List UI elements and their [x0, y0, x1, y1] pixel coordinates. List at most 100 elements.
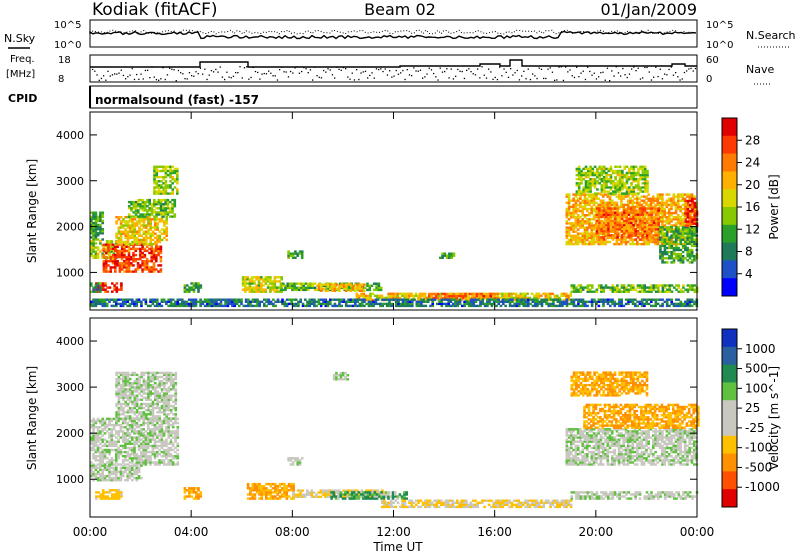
nsky-trace — [89, 30, 697, 40]
heatmap-cell — [641, 219, 644, 223]
heatmap-cell — [587, 171, 590, 175]
heatmap-cell — [272, 302, 275, 306]
heatmap-cell — [614, 225, 617, 229]
heatmap-cell — [601, 220, 605, 223]
heatmap-cell — [612, 180, 615, 183]
heatmap-cell — [617, 197, 621, 200]
heatmap-cell — [128, 236, 132, 240]
heatmap-cell — [251, 298, 255, 301]
heatmap-cell — [262, 278, 265, 281]
heatmap-cell — [421, 292, 424, 296]
heatmap-cell — [115, 282, 119, 285]
heatmap-cell — [570, 216, 573, 219]
heatmap-cell — [625, 190, 629, 193]
heatmap-cell — [224, 300, 227, 303]
heatmap-cell — [141, 260, 144, 263]
heatmap-cell — [579, 226, 582, 229]
heatmap-cell — [322, 283, 325, 286]
nave-dot — [613, 75, 615, 77]
nave-dot — [349, 78, 351, 80]
heatmap-cell — [657, 219, 660, 223]
heatmap-cell — [150, 209, 154, 212]
heatmap-cell — [124, 236, 127, 240]
heatmap-cell — [623, 182, 626, 185]
heatmap-cell — [319, 287, 323, 290]
heatmap-cell — [667, 193, 671, 196]
heatmap-cell — [110, 304, 114, 308]
heatmap-cell — [672, 302, 676, 306]
heatmap-cell — [412, 294, 416, 297]
heatmap-cell — [145, 249, 149, 253]
heatmap-cell — [443, 254, 447, 257]
heatmap-cell — [340, 298, 343, 301]
nave-dot — [642, 77, 644, 79]
heatmap-cell — [470, 302, 473, 306]
heatmap-cell — [649, 203, 653, 207]
heatmap-cell — [149, 304, 152, 308]
heatmap-cell — [181, 302, 184, 306]
heatmap-cell — [672, 236, 676, 239]
nave-dot — [395, 69, 397, 72]
heatmap-cell — [101, 282, 105, 285]
heatmap-cell — [579, 220, 582, 223]
heatmap-cell — [663, 240, 667, 243]
nave-dot — [672, 74, 675, 76]
heatmap-cell — [579, 232, 582, 235]
heatmap-cell — [275, 286, 279, 289]
heatmap-cell — [688, 210, 692, 213]
heatmap-cell — [684, 242, 687, 245]
heatmap-cell — [691, 286, 694, 289]
heatmap-cell — [657, 288, 660, 291]
heatmap-cell — [103, 453, 107, 456]
heatmap-cell — [565, 242, 569, 246]
heatmap-cell — [116, 255, 119, 259]
heatmap-cell — [572, 205, 575, 209]
heatmap-cell — [614, 207, 617, 210]
heatmap-cell — [572, 197, 575, 200]
heatmap-cell — [92, 448, 95, 452]
heatmap-cell — [686, 214, 690, 217]
heatmap-cell — [428, 296, 431, 300]
heatmap-cell — [297, 288, 301, 292]
heatmap-cell — [358, 298, 362, 301]
heatmap-cell — [458, 302, 462, 306]
heatmap-cell — [154, 236, 157, 240]
heatmap-cell — [253, 280, 256, 283]
heatmap-cell — [636, 286, 640, 289]
heatmap-cell — [96, 444, 100, 448]
heatmap-cell — [520, 298, 523, 301]
heatmap-cell — [613, 201, 616, 204]
heatmap-cell — [549, 292, 552, 295]
heatmap-cell — [586, 226, 589, 229]
heatmap-cell — [126, 230, 130, 233]
heatmap-cell — [470, 300, 473, 303]
heatmap-cell — [96, 252, 100, 255]
heatmap-cell — [536, 298, 539, 301]
heatmap-cell — [574, 211, 578, 215]
heatmap-cell — [512, 298, 516, 302]
heatmap-cell — [611, 216, 614, 219]
heatmap-cell — [127, 200, 131, 204]
heatmap-cell — [567, 228, 571, 231]
heatmap-cell — [611, 234, 615, 237]
heatmap-cell — [269, 276, 272, 279]
heatmap-cell — [583, 207, 587, 211]
heatmap-cell — [94, 234, 98, 237]
heatmap-cell — [306, 302, 309, 306]
nave-dot — [397, 73, 400, 75]
heatmap-cell — [111, 253, 115, 257]
heatmap-cell — [430, 296, 433, 300]
heatmap-cell — [631, 195, 635, 198]
heatmap-cell — [661, 288, 665, 291]
heatmap-cell — [645, 197, 648, 200]
heatmap-cell — [674, 224, 678, 227]
heatmap-cell — [593, 180, 597, 183]
heatmap-cell — [592, 214, 596, 217]
heatmap-cell — [244, 278, 247, 281]
heatmap-cell — [521, 296, 525, 300]
heatmap-cell — [630, 175, 633, 179]
heatmap-cell — [598, 219, 601, 223]
heatmap-cell — [590, 230, 594, 233]
heatmap-cell — [437, 296, 440, 300]
heatmap-cell — [169, 167, 172, 171]
